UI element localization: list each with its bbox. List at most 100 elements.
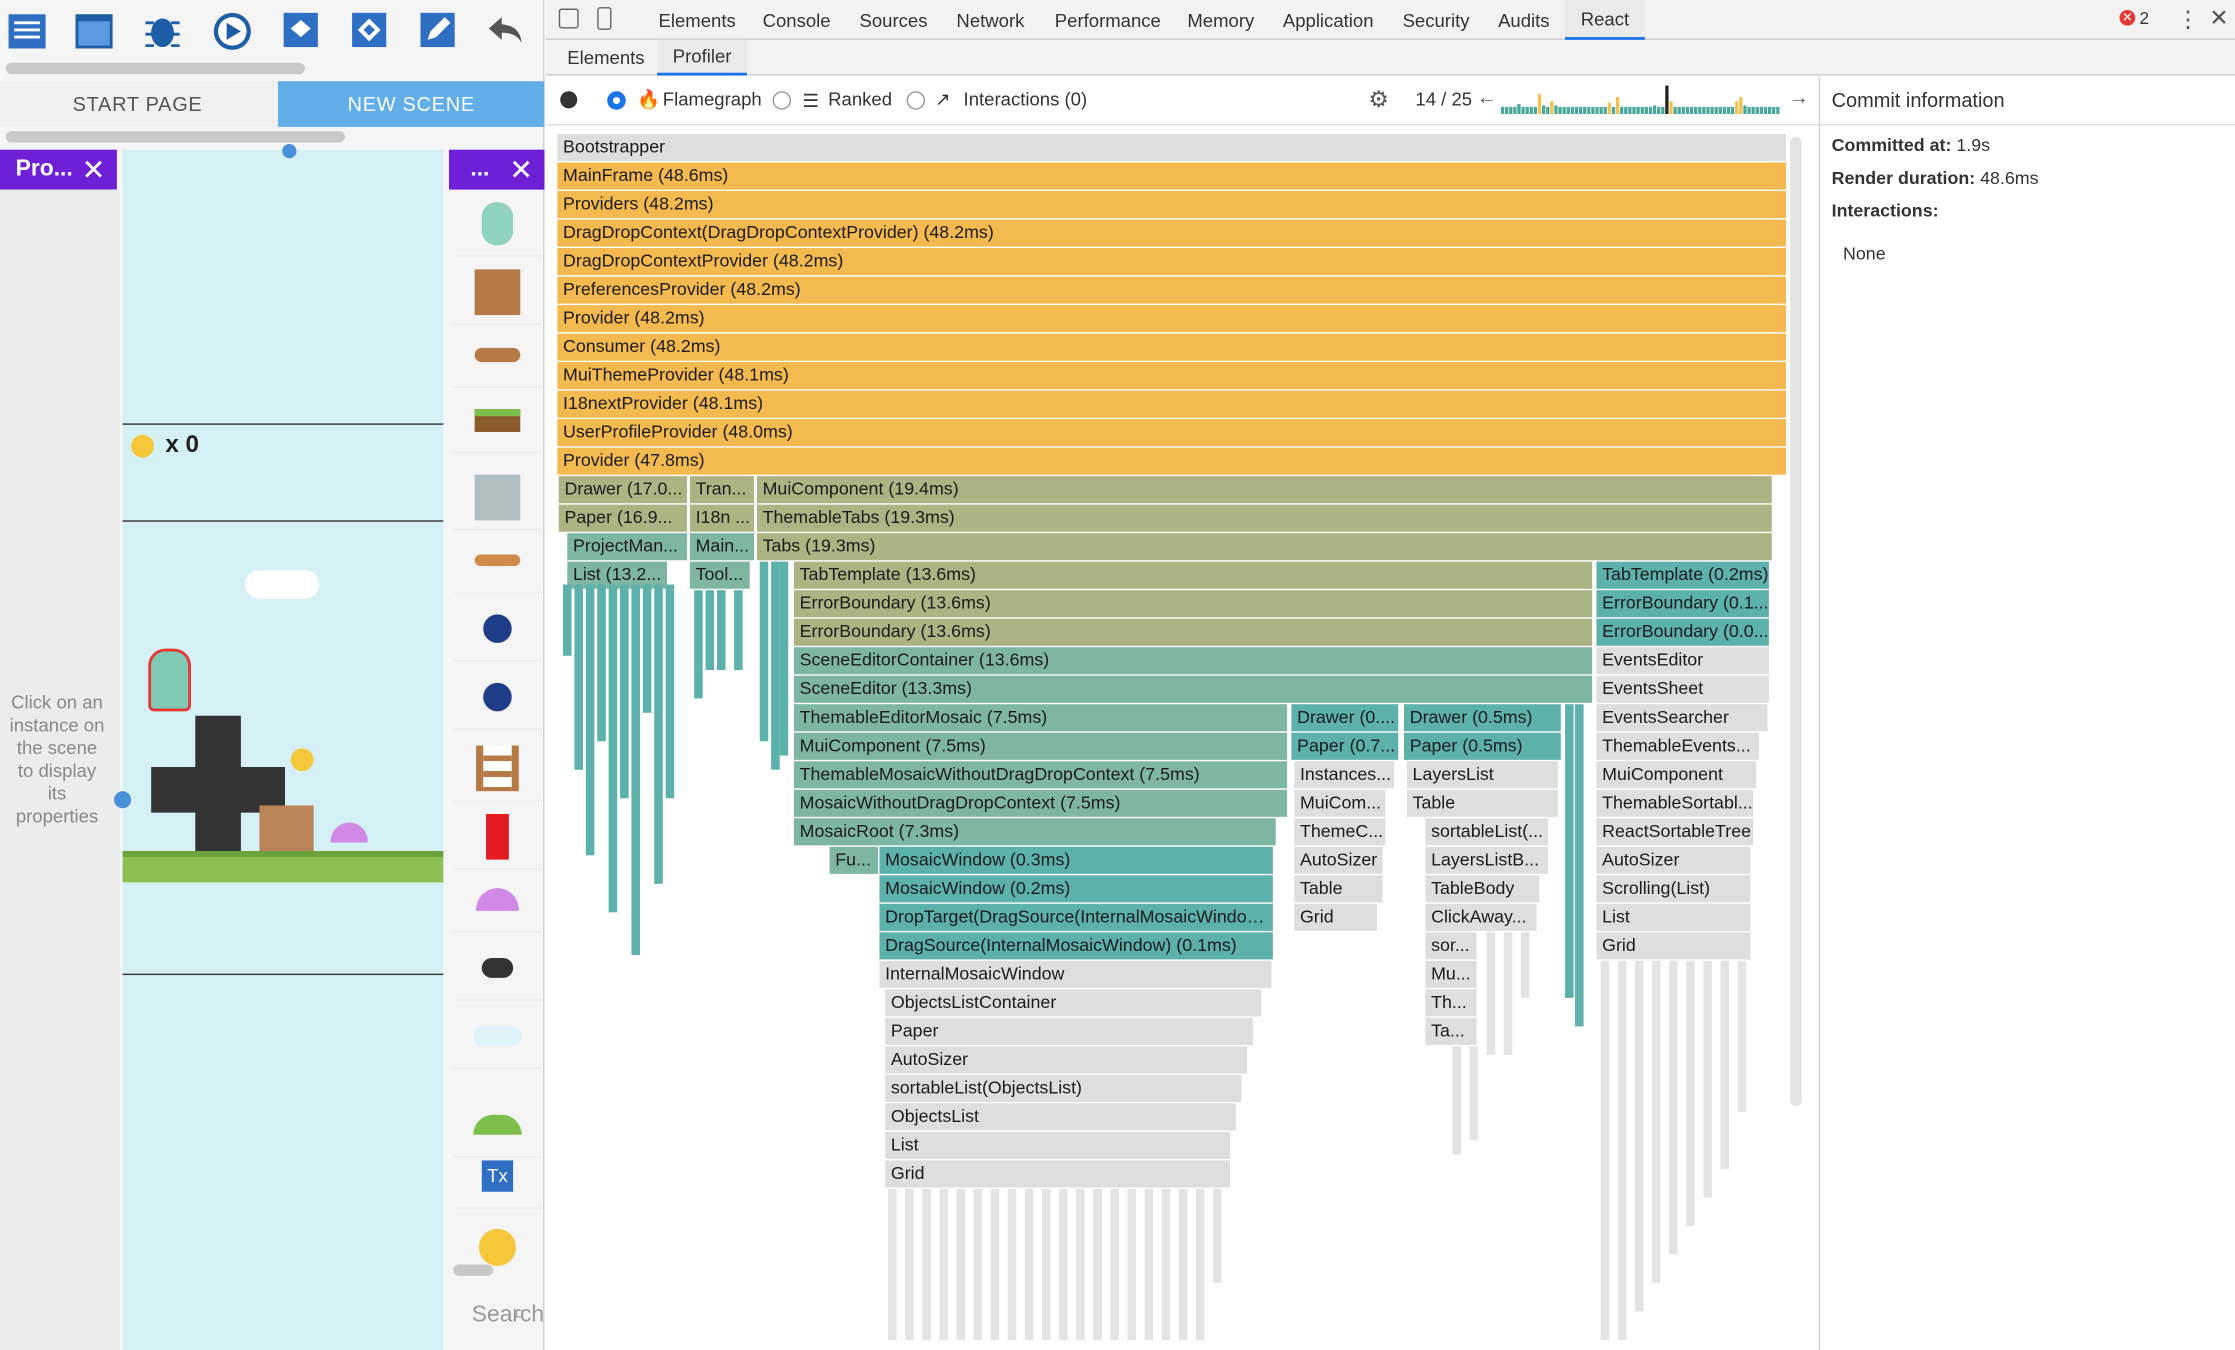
commit-bar[interactable] (1620, 106, 1624, 115)
error-count[interactable]: 2 (2139, 8, 2150, 29)
flame-bar[interactable]: sortableList(... (1425, 818, 1548, 846)
flame-bar[interactable]: SceneEditorContainer (13.6ms) (793, 647, 1593, 675)
search-icon[interactable]: ⌕ (513, 1301, 526, 1326)
flame-bar[interactable]: Grid (885, 1160, 1231, 1188)
flame-bar[interactable]: Bootstrapper (557, 134, 1787, 162)
subtab-elements[interactable]: Elements (567, 47, 645, 69)
flame-bar[interactable]: List (13.2... (567, 561, 668, 589)
tab-console[interactable]: Console (762, 9, 831, 31)
scene-editor-icon[interactable] (73, 9, 116, 52)
tab-elements[interactable]: Elements (658, 9, 736, 31)
flame-bar[interactable]: EventsSearcher (1596, 704, 1768, 732)
commit-bar[interactable] (1763, 106, 1768, 115)
commit-bar[interactable] (1537, 94, 1542, 115)
commit-bar[interactable] (1731, 106, 1735, 115)
flame-bar[interactable] (1565, 704, 1574, 998)
commit-bar[interactable] (1710, 106, 1714, 115)
commit-bar[interactable] (1772, 106, 1776, 115)
flame-bar[interactable]: Scrolling(List) (1596, 875, 1751, 903)
commit-bar[interactable] (1636, 106, 1640, 115)
flame-bar[interactable] (1110, 1188, 1119, 1341)
flame-bar[interactable]: DropTarget(DragSource(InternalMosaicWind… (879, 903, 1273, 931)
commit-bar[interactable] (1751, 106, 1755, 115)
flame-bar[interactable]: DragDropContextProvider (48.2ms) (557, 248, 1787, 276)
tab-network[interactable]: Network (956, 9, 1025, 31)
undo-icon[interactable] (485, 9, 528, 52)
commit-bar[interactable] (1714, 106, 1718, 115)
commit-bar[interactable] (1677, 106, 1681, 115)
flame-bar[interactable]: ClickAway... (1425, 903, 1537, 931)
commit-bar[interactable] (1743, 105, 1747, 115)
close-icon[interactable]: ✕ (509, 154, 534, 187)
flame-bar[interactable]: UserProfileProvider (48.0ms) (557, 419, 1787, 447)
objects-icon[interactable] (348, 9, 391, 52)
flame-bar[interactable] (665, 584, 675, 799)
project-manager-icon[interactable] (6, 9, 49, 52)
flame-bar[interactable] (956, 1188, 965, 1341)
commit-bar[interactable] (1583, 106, 1587, 115)
object-item[interactable] (453, 804, 542, 870)
flame-bar[interactable]: ThemableTabs (19.3ms) (756, 504, 1772, 532)
object-item[interactable] (453, 736, 542, 802)
inspect-icon[interactable] (558, 8, 579, 29)
flame-bar[interactable]: Paper (885, 1017, 1253, 1045)
commit-bar[interactable] (1718, 106, 1722, 115)
flame-bar[interactable]: ThemableEditorMosaic (7.5ms) (793, 704, 1288, 732)
object-item[interactable] (453, 322, 542, 388)
toolbar-scrollbar[interactable] (5, 62, 306, 75)
commit-bar[interactable] (1652, 105, 1657, 115)
object-item[interactable] (453, 1004, 542, 1070)
flame-bar[interactable]: ThemableSortabl... (1596, 789, 1754, 817)
ranked-label[interactable]: Ranked (828, 88, 893, 110)
flame-bar[interactable]: Tool... (689, 561, 750, 589)
flame-bar[interactable] (705, 590, 715, 671)
flame-bar[interactable] (1093, 1188, 1102, 1341)
commit-bar[interactable] (1735, 101, 1739, 115)
flame-bar[interactable] (1144, 1188, 1154, 1341)
resize-handle[interactable] (114, 791, 132, 809)
flame-bar[interactable]: InternalMosaicWindow (879, 960, 1272, 988)
flame-bar[interactable] (922, 1188, 931, 1341)
commit-bar[interactable] (1550, 101, 1554, 115)
dpad-control[interactable] (151, 715, 286, 864)
tab-react[interactable]: React (1565, 0, 1645, 40)
flame-bar[interactable]: EventsSheet (1596, 675, 1769, 703)
tab-new-scene[interactable]: NEW SCENE (277, 81, 545, 127)
flame-bar[interactable] (888, 1188, 897, 1341)
commit-bar[interactable] (1595, 106, 1599, 115)
flame-bar[interactable] (608, 584, 618, 913)
flame-bar[interactable]: DragDropContext(DragDropContextProvider)… (557, 219, 1787, 247)
objects-scrollbar[interactable] (453, 1264, 494, 1276)
flame-bar[interactable]: Tran... (689, 476, 755, 504)
commit-bar[interactable] (1591, 106, 1595, 115)
flame-bar[interactable] (771, 561, 780, 770)
flame-bar[interactable]: Drawer (0.... (1291, 704, 1399, 732)
flame-bar[interactable]: ObjectsList (885, 1103, 1236, 1131)
commit-bar[interactable] (1661, 106, 1665, 115)
flame-bar[interactable] (1161, 1188, 1171, 1341)
flame-bar[interactable] (1737, 960, 1747, 1112)
flame-bar[interactable]: Ta... (1425, 1017, 1477, 1045)
flame-bar[interactable] (620, 584, 629, 799)
flame-bar[interactable]: ErrorBoundary (13.6ms) (793, 618, 1593, 646)
flame-bar[interactable]: ErrorBoundary (0.0... (1596, 618, 1769, 646)
flame-bar[interactable] (642, 584, 652, 713)
commit-bar[interactable] (1521, 106, 1525, 115)
commit-bar[interactable] (1681, 106, 1685, 115)
flame-bar[interactable]: Instances... (1294, 761, 1395, 789)
flame-bar[interactable] (631, 584, 640, 956)
flame-bar[interactable] (759, 561, 769, 742)
flame-bar[interactable]: TabTemplate (13.6ms) (793, 561, 1593, 589)
commit-bar[interactable] (1673, 106, 1677, 115)
flame-bar[interactable] (597, 584, 606, 742)
flame-bar[interactable]: Grid (1294, 903, 1377, 931)
flame-bar[interactable]: Paper (0.7... (1291, 732, 1399, 760)
flame-bar[interactable] (1575, 704, 1584, 1027)
tab-audits[interactable]: Audits (1498, 9, 1550, 31)
commit-bar[interactable] (1611, 106, 1616, 115)
flame-bar[interactable] (1076, 1188, 1085, 1341)
flame-bar[interactable]: AutoSizer (1596, 846, 1751, 874)
flame-bar[interactable]: List (1596, 903, 1751, 931)
flame-bar[interactable] (1720, 960, 1729, 1169)
flame-bar[interactable]: ObjectsListContainer (885, 989, 1262, 1017)
